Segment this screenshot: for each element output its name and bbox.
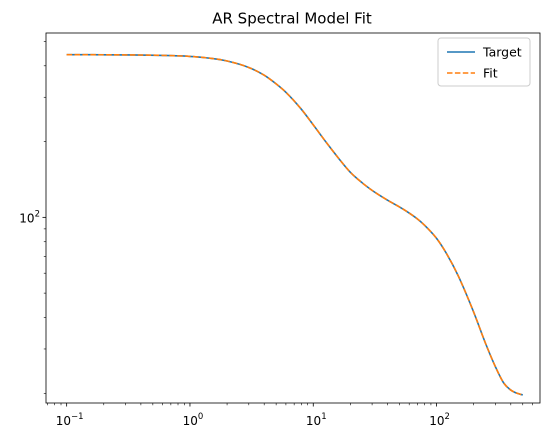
- series-line-fit: [66, 53, 523, 396]
- legend-box: [437, 37, 531, 87]
- x-tick-label: 101: [306, 412, 327, 428]
- chart-title: AR Spectral Model Fit: [212, 10, 372, 28]
- legend: Target Fit: [437, 37, 531, 87]
- series-line-target: [66, 53, 523, 396]
- y-tick-label: 102: [19, 209, 40, 225]
- legend-label-target: Target: [482, 45, 522, 60]
- legend-label-fit: Fit: [483, 66, 498, 81]
- plot-area: 10−1 100 101 102 102: [19, 32, 541, 428]
- x-tick-label: 10−1: [56, 412, 84, 428]
- plot-frame: [45, 32, 541, 404]
- x-tick-label: 100: [183, 412, 204, 428]
- x-tick-label: 102: [429, 412, 450, 428]
